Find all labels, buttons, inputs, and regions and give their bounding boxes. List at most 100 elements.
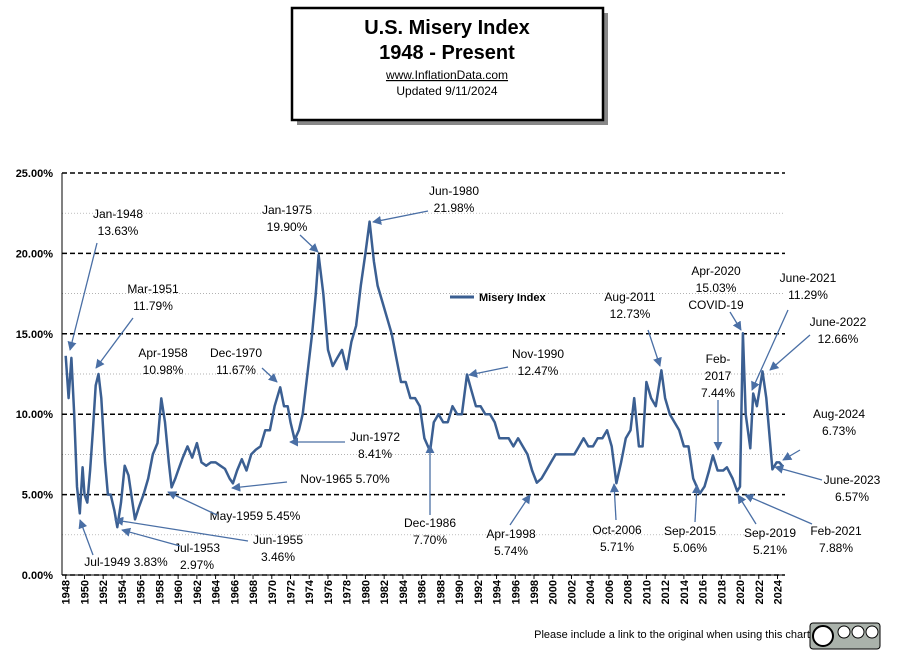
- line: [64, 220, 785, 529]
- x-tick-label: 1976: [323, 580, 335, 604]
- x-tick-label: 1998: [529, 580, 541, 604]
- source: www.InflationData.com: [385, 68, 508, 82]
- annotation: Nov-1965 5.70%: [300, 472, 390, 486]
- annotation: 10.98%: [143, 363, 184, 377]
- x-tick-label: 1988: [435, 580, 447, 604]
- annotation: Apr-2020: [691, 264, 741, 278]
- y-tick-label: 10.00%: [16, 409, 54, 421]
- annotation: Feb-: [706, 352, 731, 366]
- annotation: 2017: [705, 369, 732, 383]
- x-tick-label: 2022: [754, 580, 766, 604]
- annotation: June-2022: [810, 315, 867, 329]
- x-tick-label: 1964: [211, 579, 223, 604]
- x-tick-label: 1984: [398, 579, 410, 604]
- annotation: 13.63%: [98, 224, 139, 238]
- x-tick-label: 1950: [79, 580, 91, 604]
- x-tick-label: 2024: [773, 579, 785, 604]
- x-tick-label: 1966: [229, 580, 241, 604]
- annotation-arrow: [744, 494, 813, 525]
- annotation: 6.57%: [835, 490, 869, 504]
- chart-title: U.S. Misery Index: [364, 17, 530, 39]
- annotation: 5.06%: [673, 541, 707, 555]
- x-tick-label: 1986: [417, 580, 429, 604]
- annotation-arrow: [261, 367, 278, 383]
- annotation: 21.98%: [434, 201, 475, 215]
- annotation-arrow: [692, 484, 702, 523]
- chart-subtitle: 1948 - Present: [379, 42, 515, 64]
- footer: Please include a link to the original wh…: [534, 629, 810, 641]
- annotation-arrow: [468, 366, 509, 378]
- x-tick-label: 1974: [304, 579, 316, 604]
- annotation-arrow: [609, 483, 619, 521]
- annotation-arrow: [299, 234, 319, 253]
- annotation: 11.29%: [788, 288, 828, 302]
- x-tick-label: 1978: [342, 580, 354, 604]
- annotation-arrow: [647, 329, 662, 367]
- x-tick-label: 1962: [192, 580, 204, 604]
- x-tick-label: 2004: [585, 579, 597, 604]
- annotation-arrow: [231, 481, 288, 492]
- annotation-arrow: [114, 516, 249, 542]
- x-tick-label: 2008: [623, 580, 635, 604]
- y-tick-label: 0.00%: [22, 570, 53, 582]
- x-tick-label: 2016: [698, 580, 710, 604]
- x-tick-label: 2010: [641, 580, 653, 604]
- annotation: Jul-1953: [174, 541, 220, 555]
- x-tick-label: 2014: [679, 579, 691, 604]
- annotation: May-1959 5.45%: [210, 509, 301, 523]
- x-tick-label: 1970: [267, 580, 279, 604]
- x-tick-label: 1972: [286, 580, 298, 604]
- x-tick-label: 2018: [716, 580, 728, 604]
- x-tick-label: 1968: [248, 580, 260, 604]
- annotation: 3.46%: [261, 550, 295, 564]
- annotation: Mar-1951: [127, 282, 179, 296]
- annotation: Sep-2019: [744, 526, 796, 540]
- annotation: 5.71%: [600, 540, 634, 554]
- annotation: June-2023: [824, 473, 881, 487]
- annotation: Feb-2021: [810, 524, 862, 538]
- annotation: 11.67%: [216, 363, 256, 377]
- annotation-arrow: [751, 309, 789, 391]
- annotation-arrow: [95, 317, 134, 369]
- annotation: June-2021: [780, 271, 837, 285]
- x-tick-label: 1982: [379, 580, 391, 604]
- annotation: Apr-1958: [138, 346, 188, 360]
- annotation: Jun-1955: [253, 533, 303, 547]
- updated: Updated 9/11/2024: [396, 84, 498, 98]
- annotation-arrow: [737, 494, 757, 525]
- annotation-arrow: [769, 334, 811, 371]
- annotation-arrow: [167, 491, 218, 516]
- x-tick-label: 1954: [117, 579, 129, 604]
- x-tick-label: 2006: [604, 580, 616, 604]
- title-box: [290, 6, 605, 122]
- annotation: 19.90%: [267, 220, 308, 234]
- annotation: 11.79%: [133, 299, 173, 313]
- cc-badge: [809, 622, 881, 650]
- x-tick-label: 1994: [492, 579, 504, 604]
- annotation: Aug-2011: [604, 290, 655, 304]
- annotation-arrow: [78, 519, 94, 556]
- annotation: Jan-1975: [262, 203, 312, 217]
- annotation: 7.70%: [413, 533, 447, 547]
- annotation-arrow: [509, 494, 531, 526]
- annotation: Dec-1986: [404, 516, 456, 530]
- annotation: Jun-1980: [429, 184, 479, 198]
- y-tick-label: 20.00%: [16, 248, 54, 260]
- x-tick-label: 2000: [548, 580, 560, 604]
- annotation: 15.03%: [696, 281, 737, 295]
- x-tick-label: 1958: [154, 580, 166, 604]
- annotation: Dec-1970: [210, 346, 262, 360]
- annotation-arrow: [774, 464, 823, 481]
- annotation-arrow: [782, 449, 801, 461]
- annotation-arrow: [121, 527, 181, 547]
- x-tick-label: 1996: [510, 580, 522, 604]
- annotation: 7.88%: [819, 541, 853, 555]
- annotation: Oct-2006: [592, 523, 642, 537]
- annotation: Jul-1949 3.83%: [84, 555, 168, 569]
- annotation: 5.21%: [753, 543, 787, 557]
- annotation: COVID-19: [688, 298, 744, 312]
- annotation-arrow: [729, 311, 742, 331]
- x-tick-label: 1960: [173, 580, 185, 604]
- y-tick-label: 15.00%: [16, 329, 54, 341]
